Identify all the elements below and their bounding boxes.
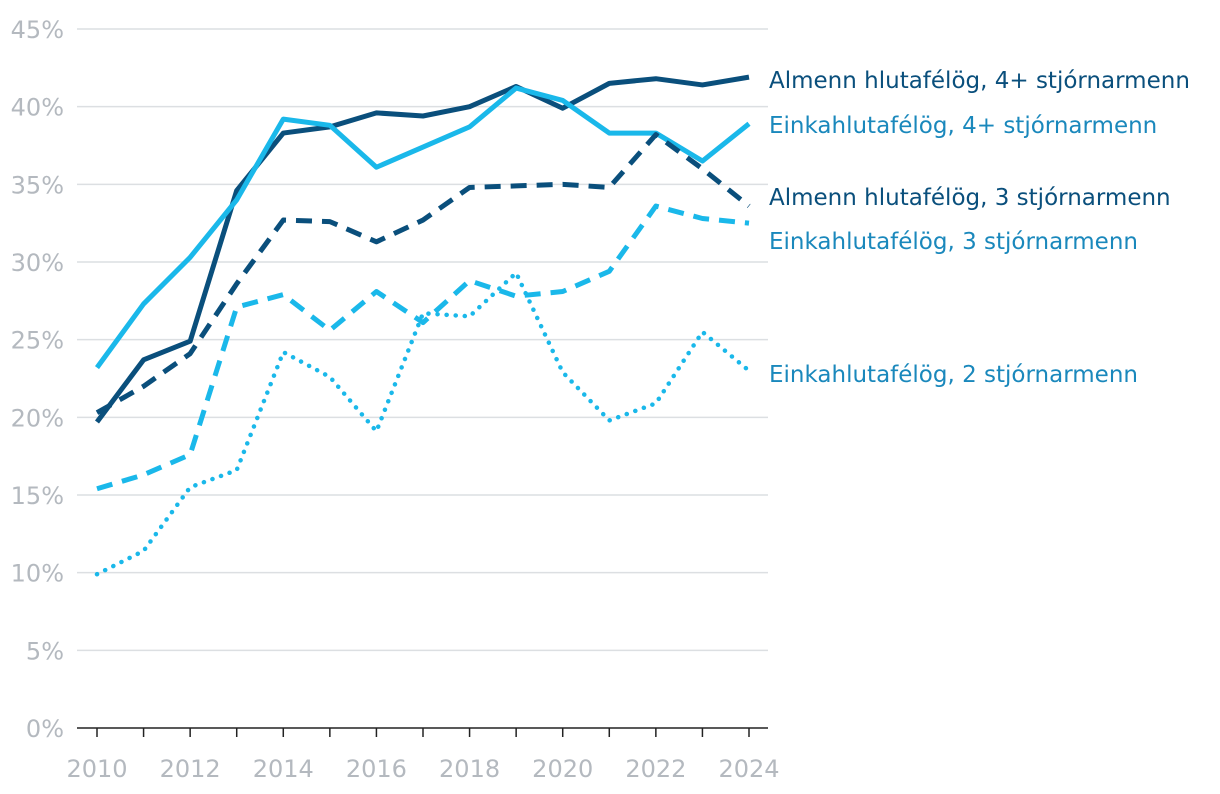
y-tick-label: 35% — [11, 171, 64, 199]
x-tick-label: 2022 — [625, 755, 686, 783]
y-tick-label: 5% — [26, 637, 64, 665]
x-tick-label: 2012 — [160, 755, 221, 783]
series-line-1 — [94, 85, 751, 370]
x-tick-label: 2014 — [253, 755, 314, 783]
y-tick-label: 45% — [11, 16, 64, 44]
series-line-2 — [95, 132, 751, 415]
x-tick-label: 2010 — [66, 755, 127, 783]
x-tick-label: 2018 — [439, 755, 500, 783]
x-axis: 2010 2012 2014 2016 2018 2020 2022 2024 — [66, 727, 780, 783]
series-labels: Almenn hlutafélög, 4+ stjórnarmenn Einka… — [769, 68, 1190, 388]
series-line-0 — [94, 74, 750, 424]
label-einka-2: Einkahlutafélög, 2 stjórnarmenn — [769, 362, 1138, 388]
label-almenn-4plus: Almenn hlutafélög, 4+ stjórnarmenn — [769, 68, 1190, 94]
x-tick-label: 2020 — [532, 755, 593, 783]
y-tick-label: 25% — [11, 327, 64, 355]
y-tick-label: 0% — [26, 715, 64, 743]
x-tick-label: 2024 — [718, 755, 779, 783]
x-tick-label: 2016 — [346, 755, 407, 783]
label-almenn-3: Almenn hlutafélög, 3 stjórnarmenn — [769, 185, 1171, 211]
label-einka-3: Einkahlutafélög, 3 stjórnarmenn — [769, 229, 1138, 255]
y-tick-label: 30% — [11, 249, 64, 277]
series-lines — [94, 74, 752, 577]
y-tick-label: 10% — [11, 560, 64, 588]
y-tick-label: 40% — [11, 94, 64, 122]
y-tick-label: 20% — [11, 404, 64, 432]
series-line-4 — [94, 270, 752, 577]
label-einka-4plus: Einkahlutafélög, 4+ stjórnarmenn — [769, 113, 1157, 139]
y-axis-ticks: 0% 5% 10% 15% 20% 25% 30% 35% 40% 45% — [11, 16, 64, 743]
y-tick-label: 15% — [11, 482, 64, 510]
gridlines — [77, 28, 768, 652]
series-line-3 — [96, 203, 750, 492]
